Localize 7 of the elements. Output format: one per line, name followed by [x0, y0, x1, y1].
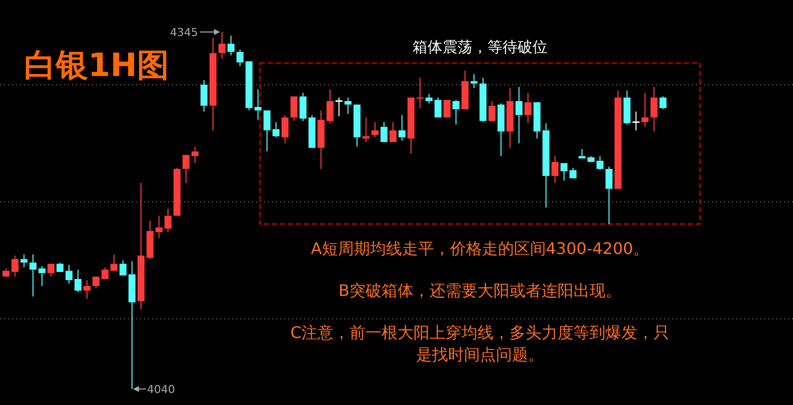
annotation: 4345: [170, 26, 198, 39]
annotation: 4040: [147, 383, 175, 396]
annotation: A短周期均线走平，价格走的区间4300-4200。: [310, 239, 650, 258]
annotation: C注意，前一根大阳上穿均线，多头力度等到爆发，只是找时间点问题。: [290, 323, 670, 364]
annotation: 箱体震荡，等待破位: [412, 38, 548, 56]
text: 白银1H图: [24, 46, 170, 84]
annotation: B突破箱体，还需要大阳或者连阳出现。: [338, 281, 622, 300]
